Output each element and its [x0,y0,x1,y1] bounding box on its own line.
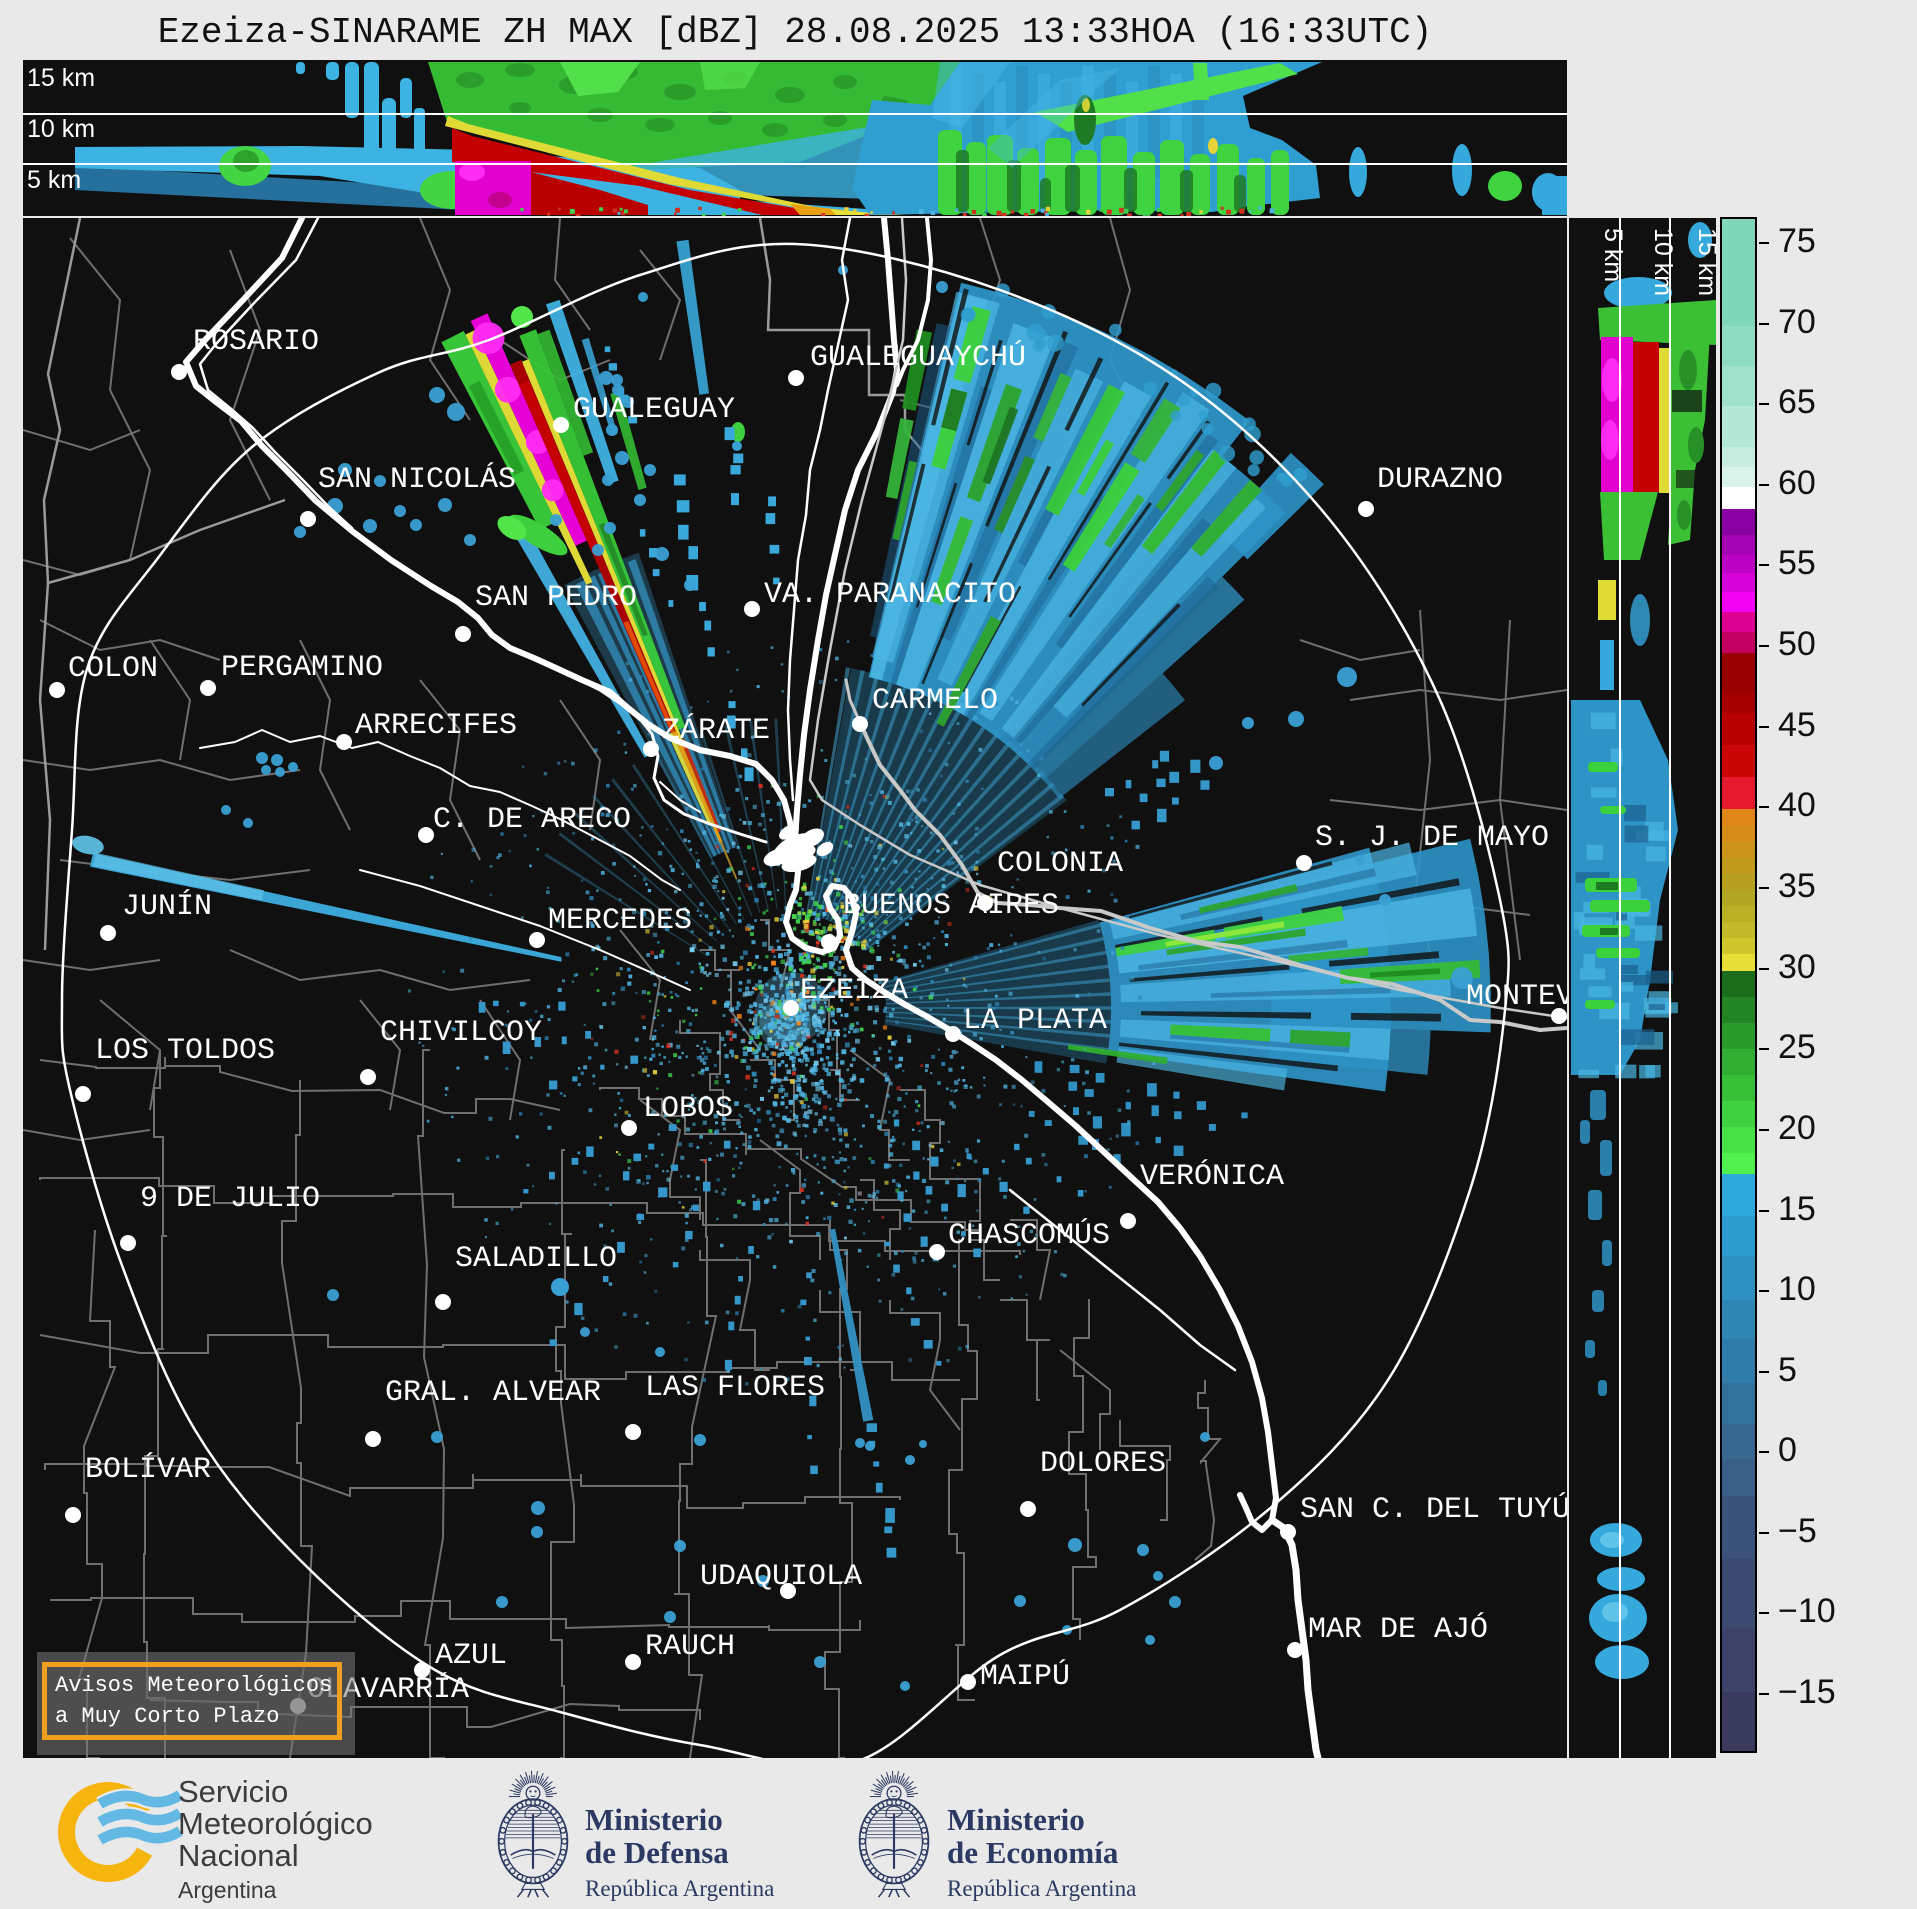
svg-text:CHIVILCOY: CHIVILCOY [380,1016,542,1050]
svg-text:ZÁRATE: ZÁRATE [662,713,770,748]
svg-text:DOLORES: DOLORES [1040,1447,1166,1481]
svg-text:PERGAMINO: PERGAMINO [221,651,383,685]
svg-text:10 km: 10 km [1649,228,1677,296]
svg-text:5 km: 5 km [27,166,81,194]
svg-text:VA. PARANACITO: VA. PARANACITO [764,578,1016,612]
svg-text:AZUL: AZUL [435,1639,507,1673]
svg-text:15 km: 15 km [27,64,95,92]
svg-text:CARMELO: CARMELO [872,684,998,718]
svg-text:CHASCOMÚS: CHASCOMÚS [948,1218,1110,1253]
svg-text:C. DE ARECO: C. DE ARECO [433,803,631,837]
svg-text:VERÓNICA: VERÓNICA [1140,1159,1284,1194]
svg-text:BUENOS AIRES: BUENOS AIRES [843,889,1059,923]
svg-text:LA PLATA: LA PLATA [963,1004,1107,1038]
svg-text:SAN C. DEL TUYÚ: SAN C. DEL TUYÚ [1300,1492,1567,1527]
svg-text:15 km: 15 km [1693,228,1716,296]
svg-text:LOS TOLDOS: LOS TOLDOS [95,1034,275,1068]
svg-text:ROSARIO: ROSARIO [193,325,319,359]
svg-text:GRAL. ALVEAR: GRAL. ALVEAR [385,1376,601,1410]
svg-text:DURAZNO: DURAZNO [1377,463,1503,497]
svg-text:JUNÍN: JUNÍN [122,889,212,924]
svg-text:COLONIA: COLONIA [997,847,1123,881]
svg-text:LOBOS: LOBOS [643,1092,733,1126]
svg-text:S. J. DE MAYO: S. J. DE MAYO [1315,821,1549,855]
svg-text:GUALEGUAYCHÚ: GUALEGUAYCHÚ [810,340,1026,375]
svg-text:ARRECIFES: ARRECIFES [355,709,517,743]
svg-text:COLON: COLON [68,652,158,686]
svg-text:MONTEVIDEO: MONTEVIDEO [1466,980,1567,1014]
svg-text:UDAQUIOLA: UDAQUIOLA [700,1560,862,1594]
svg-text:SAN NICOLÁS: SAN NICOLÁS [318,462,516,497]
svg-text:EZEIZA: EZEIZA [800,974,908,1008]
svg-text:9 DE JULIO: 9 DE JULIO [140,1182,320,1216]
svg-text:SAN PEDRO: SAN PEDRO [475,581,637,615]
svg-text:GUALEGUAY: GUALEGUAY [573,393,735,427]
svg-text:SALADILLO: SALADILLO [455,1242,617,1276]
svg-text:LAS FLORES: LAS FLORES [645,1371,825,1405]
svg-text:MERCEDES: MERCEDES [548,904,692,938]
svg-text:10 km: 10 km [27,115,95,143]
svg-text:5 km: 5 km [1599,228,1627,282]
svg-text:BOLÍVAR: BOLÍVAR [85,1452,211,1487]
svg-text:MAR DE AJÓ: MAR DE AJÓ [1308,1612,1488,1647]
svg-text:RAUCH: RAUCH [645,1630,735,1664]
svg-text:MAIPÚ: MAIPÚ [980,1659,1070,1694]
